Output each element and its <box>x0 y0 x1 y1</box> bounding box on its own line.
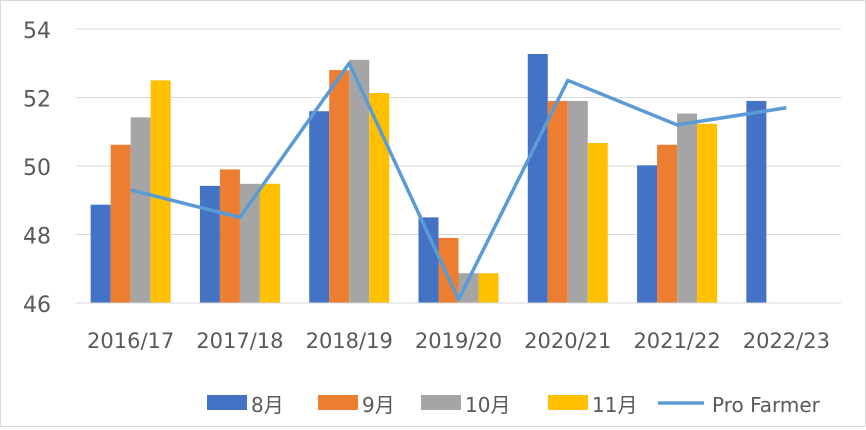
x-tick-label: 2017/18 <box>196 329 283 353</box>
line-series-path <box>130 61 787 302</box>
legend-swatch <box>207 395 247 410</box>
bar <box>90 204 111 303</box>
bar <box>199 185 220 303</box>
bar <box>746 100 767 303</box>
bar <box>130 117 151 304</box>
line-series <box>130 61 787 302</box>
y-tick-label: 46 <box>23 293 51 318</box>
legend-label: 8月 <box>251 393 284 417</box>
bar <box>150 80 171 303</box>
x-tick-label: 2019/20 <box>415 329 502 353</box>
x-tick-label: 2016/17 <box>87 329 174 353</box>
x-tick-label: 2021/22 <box>633 329 720 353</box>
legend-swatch <box>318 395 358 410</box>
bar <box>309 111 330 303</box>
bar <box>677 113 698 303</box>
x-axis: 2016/17 2017/18 2018/19 2019/20 2020/21 2021/… <box>76 302 841 353</box>
bars <box>90 54 767 304</box>
bar <box>527 54 548 303</box>
bar <box>329 70 350 303</box>
x-tick-label: 2022/23 <box>743 329 830 353</box>
legend-label: 11月 <box>592 393 637 417</box>
bar <box>239 183 260 303</box>
x-tick-label: 2020/21 <box>524 329 611 353</box>
bar <box>259 183 280 303</box>
y-tick-label: 48 <box>23 225 51 250</box>
legend-label: 9月 <box>362 393 395 417</box>
bar <box>697 123 718 303</box>
y-tick-label: 54 <box>23 19 51 44</box>
bar <box>657 144 678 303</box>
x-tick-label: 2018/19 <box>306 329 393 353</box>
bar <box>219 169 240 303</box>
legend-label: 10月 <box>465 393 510 417</box>
bar <box>637 165 658 303</box>
bar <box>458 273 479 303</box>
legend-swatch <box>421 395 461 410</box>
legend-label: Pro Farmer <box>712 393 821 417</box>
legend-swatch <box>548 395 588 410</box>
bar <box>547 100 568 303</box>
legend: 8月 9月 10月 11月 Pro Farmer <box>207 393 821 417</box>
bar <box>110 144 131 303</box>
bar <box>418 217 439 303</box>
bar <box>349 59 370 304</box>
bar <box>587 143 608 303</box>
bar <box>369 93 390 303</box>
bar <box>567 100 588 303</box>
bar <box>478 273 499 303</box>
y-axis: 46 48 50 52 54 <box>23 19 51 318</box>
y-tick-label: 50 <box>23 156 51 181</box>
y-tick-label: 52 <box>23 88 51 113</box>
